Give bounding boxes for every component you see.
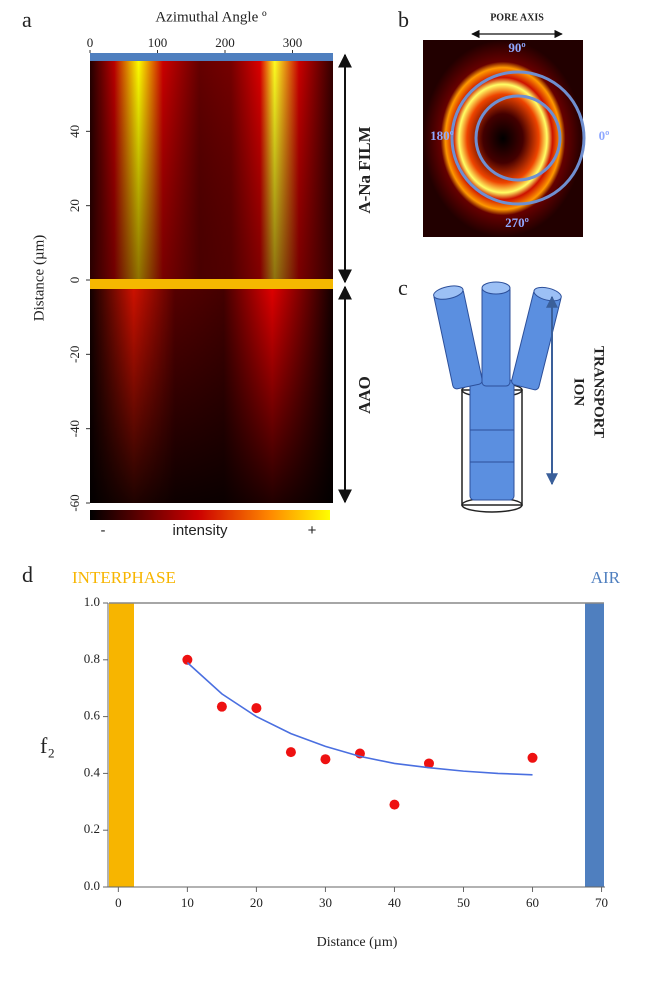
x-tick-label: 60 xyxy=(526,895,539,910)
x-tick-label: 70 xyxy=(595,895,608,910)
data-point xyxy=(251,703,261,713)
band-label: AIR xyxy=(591,568,621,587)
transport-label: TRANSPORT xyxy=(591,346,607,438)
diffraction-title: PORE AXIS xyxy=(490,12,544,23)
data-point xyxy=(528,753,538,763)
x-tick-label: 50 xyxy=(457,895,470,910)
interphase-band xyxy=(109,603,134,887)
x-axis-title: Azimuthal Angle º xyxy=(155,9,267,25)
data-point xyxy=(286,747,296,757)
x-tick-label: 100 xyxy=(148,35,168,50)
x-tick-label: 20 xyxy=(250,895,263,910)
y-tick-label: -60 xyxy=(67,494,82,511)
y-tick-label: 40 xyxy=(67,125,82,138)
y-tick-label: 0 xyxy=(67,277,82,284)
panel-label: d xyxy=(22,562,33,587)
x-tick-label: 30 xyxy=(319,895,332,910)
pore-diagram xyxy=(432,282,562,512)
x-tick-label: 0 xyxy=(115,895,122,910)
y-axis-title: Distance (µm) xyxy=(31,235,47,322)
x-tick-label: 200 xyxy=(215,35,235,50)
colorbar-label: + xyxy=(308,522,317,539)
y-tick-label: 1.0 xyxy=(84,594,100,609)
angle-label: 0º xyxy=(599,128,610,143)
angle-label: 270º xyxy=(505,215,529,230)
air-band xyxy=(585,603,604,887)
angle-label: 180º xyxy=(430,128,454,143)
panel-label: a xyxy=(22,7,32,32)
data-point xyxy=(217,702,227,712)
figure: a b c d Azimuthal Angle º Distance (µm) … xyxy=(0,0,656,987)
y-tick-label: 0.2 xyxy=(84,821,100,836)
panel-label: c xyxy=(398,275,408,300)
region-label: AAO xyxy=(355,376,374,414)
data-point xyxy=(320,754,330,764)
heatmap-image xyxy=(90,53,333,503)
angle-label: 90º xyxy=(508,40,525,55)
colorbar-label: intensity xyxy=(172,522,228,539)
colorbar xyxy=(90,510,330,520)
data-point xyxy=(389,800,399,810)
y-tick-label: 0.6 xyxy=(84,708,101,723)
y-tick-label: -40 xyxy=(67,420,82,437)
y-tick-label: 0.8 xyxy=(84,651,100,666)
y-tick-label: 0.4 xyxy=(84,764,101,779)
y-tick-label: 0.0 xyxy=(84,878,100,893)
panel-label: b xyxy=(398,7,409,32)
colorbar-label: - xyxy=(101,522,106,539)
transport-label: ION xyxy=(571,378,587,407)
x-tick-label: 40 xyxy=(388,895,401,910)
x-tick-label: 0 xyxy=(87,35,94,50)
y-axis-title: f₂ xyxy=(40,733,55,758)
x-tick-label: 300 xyxy=(283,35,303,50)
y-tick-label: 20 xyxy=(67,199,82,212)
x-axis-title: Distance (µm) xyxy=(317,935,398,950)
band-label: INTERPHASE xyxy=(72,568,176,587)
x-tick-label: 10 xyxy=(181,895,194,910)
y-tick-label: -20 xyxy=(67,346,82,363)
region-label: A-Na FILM xyxy=(355,126,374,213)
